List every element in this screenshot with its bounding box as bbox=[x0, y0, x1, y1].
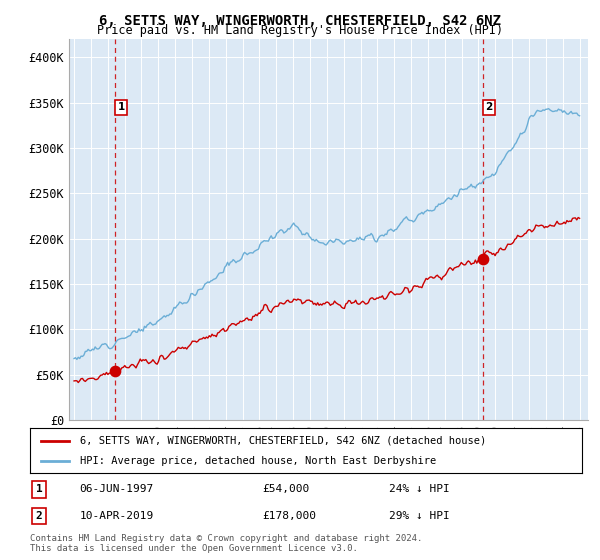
Text: 2: 2 bbox=[485, 102, 493, 112]
Text: £54,000: £54,000 bbox=[262, 484, 309, 494]
Text: 1: 1 bbox=[35, 484, 42, 494]
Text: 6, SETTS WAY, WINGERWORTH, CHESTERFIELD, S42 6NZ (detached house): 6, SETTS WAY, WINGERWORTH, CHESTERFIELD,… bbox=[80, 436, 486, 446]
Text: Contains HM Land Registry data © Crown copyright and database right 2024.: Contains HM Land Registry data © Crown c… bbox=[30, 534, 422, 543]
Text: 29% ↓ HPI: 29% ↓ HPI bbox=[389, 511, 449, 521]
Text: £178,000: £178,000 bbox=[262, 511, 316, 521]
Point bbox=[110, 367, 120, 376]
Text: Price paid vs. HM Land Registry's House Price Index (HPI): Price paid vs. HM Land Registry's House … bbox=[97, 24, 503, 37]
Text: 6, SETTS WAY, WINGERWORTH, CHESTERFIELD, S42 6NZ: 6, SETTS WAY, WINGERWORTH, CHESTERFIELD,… bbox=[99, 14, 501, 28]
Text: 06-JUN-1997: 06-JUN-1997 bbox=[80, 484, 154, 494]
Text: This data is licensed under the Open Government Licence v3.0.: This data is licensed under the Open Gov… bbox=[30, 544, 358, 553]
Text: 2: 2 bbox=[35, 511, 42, 521]
Text: 1: 1 bbox=[118, 102, 125, 112]
Text: 24% ↓ HPI: 24% ↓ HPI bbox=[389, 484, 449, 494]
Text: HPI: Average price, detached house, North East Derbyshire: HPI: Average price, detached house, Nort… bbox=[80, 456, 436, 466]
Text: 10-APR-2019: 10-APR-2019 bbox=[80, 511, 154, 521]
Point bbox=[478, 254, 488, 263]
